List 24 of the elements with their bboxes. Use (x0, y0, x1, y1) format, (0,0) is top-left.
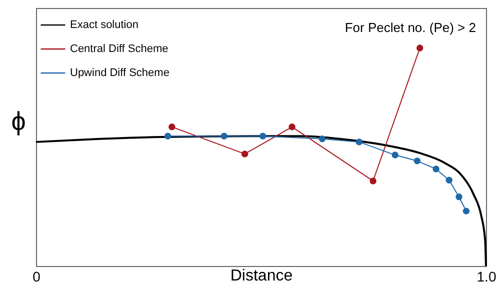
x-tick-label: 0 (32, 268, 41, 284)
point (259, 132, 266, 140)
y-axis-title: ϕ (11, 106, 26, 136)
text: For Peclet no. (Pe) > 2 (344, 20, 476, 35)
point (356, 138, 362, 146)
legend-label: Central Diff Scheme (70, 43, 168, 55)
point (168, 124, 176, 130)
legend-label: Upwind Diff Scheme (70, 67, 170, 79)
point (370, 178, 376, 184)
point (392, 152, 398, 158)
point (416, 44, 424, 52)
point (164, 132, 172, 140)
point (456, 194, 462, 200)
x-tick-label: 1.0 (476, 268, 496, 284)
point (462, 208, 470, 214)
x-axis-title: Distance (230, 268, 293, 284)
point (414, 158, 421, 164)
legend-label: Exact solution (70, 19, 138, 31)
point (241, 150, 248, 158)
point (446, 176, 452, 184)
point (288, 124, 296, 130)
point (220, 132, 228, 140)
point (318, 136, 326, 142)
point (432, 166, 440, 172)
